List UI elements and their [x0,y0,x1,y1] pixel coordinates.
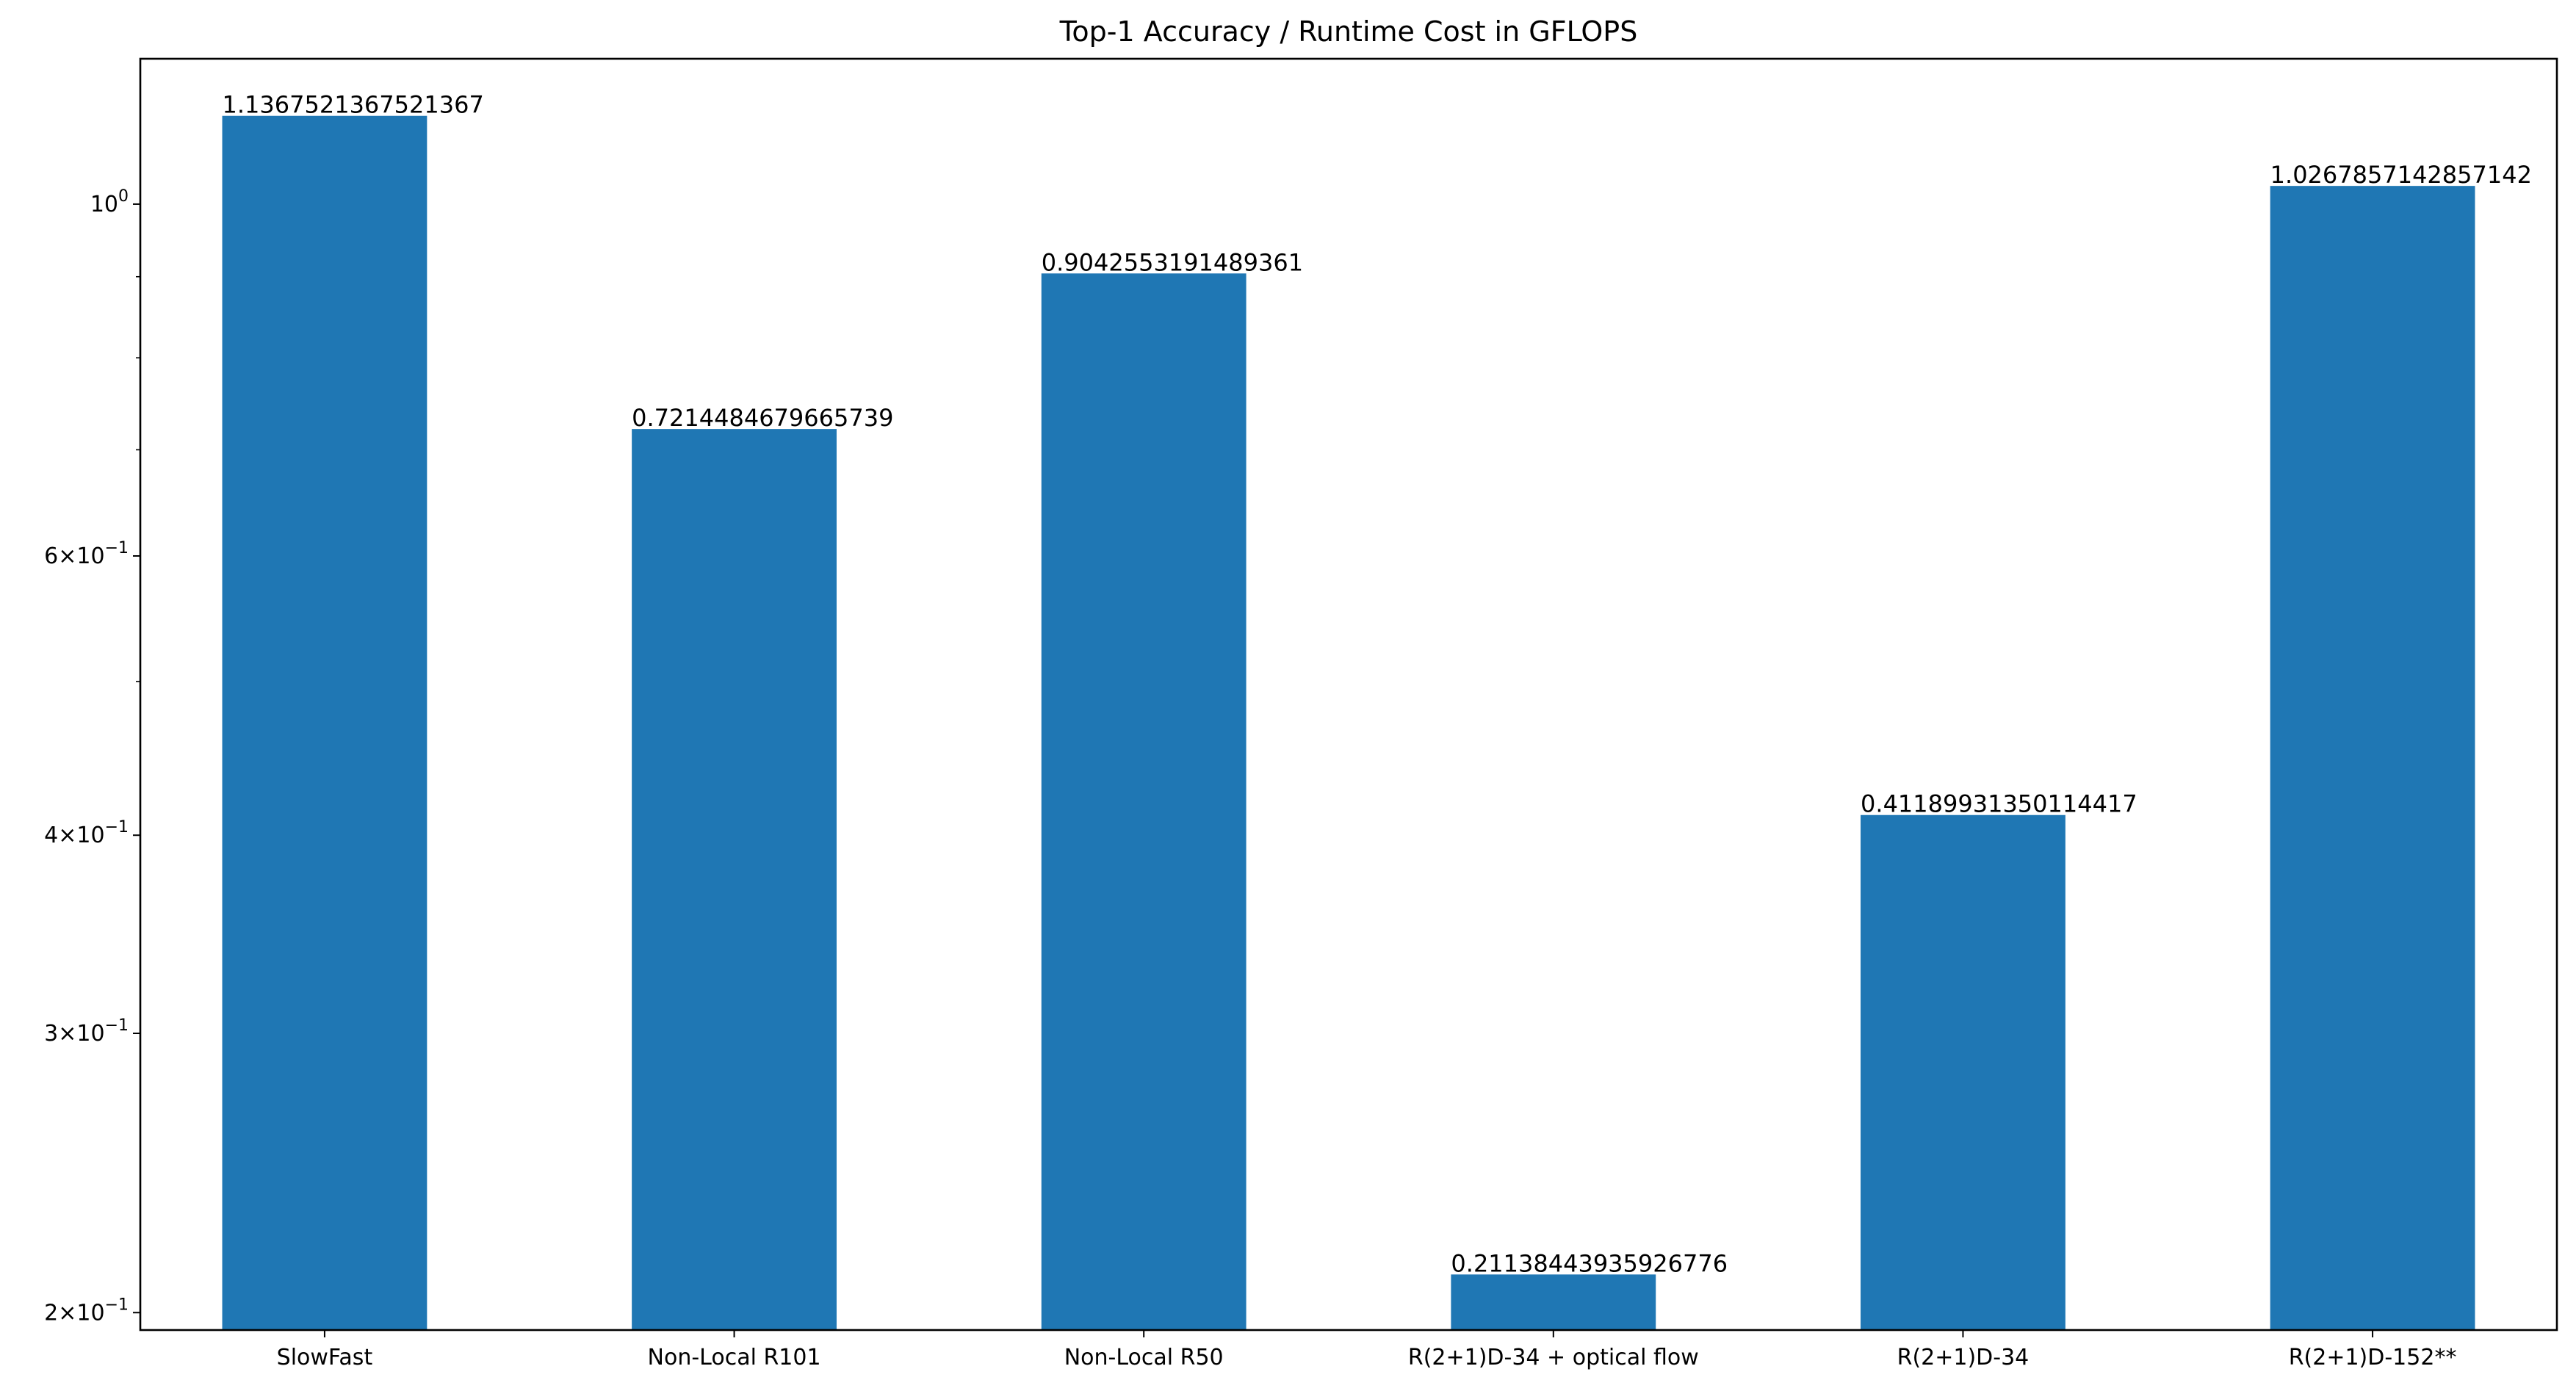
y-tick-label: 6×10−1 [44,539,129,569]
x-tick-label: Non-Local R50 [1064,1345,1224,1370]
bar [1451,1274,1656,1330]
y-axis: 100 6×10−1 4×10−1 3×10−1 2×10−1 [44,187,140,1326]
data-label: 1.0267857142857142 [2270,161,2532,189]
bar [2270,186,2475,1331]
chart-title: Top-1 Accuracy / Runtime Cost in GFLOPS [1059,15,1638,48]
data-label: 0.41189931350114417 [1861,790,2137,818]
bar [1861,814,2066,1330]
data-label: 0.21138443935926776 [1451,1249,1728,1277]
x-tick-label: SlowFast [277,1345,373,1370]
plot-frame [139,57,2558,1332]
bars-layer [222,115,2475,1331]
y-tick-label: 3×10−1 [44,1016,129,1047]
data-label: 0.9042553191489361 [1042,248,1303,276]
x-tick-label: R(2+1)D-34 + optical flow [1408,1345,1699,1370]
bar [222,115,427,1331]
x-axis: SlowFast Non-Local R101 Non-Local R50 R(2+1… [277,1330,2457,1370]
y-tick-label: 100 [90,187,129,217]
x-tick-label: R(2+1)D-152** [2289,1345,2457,1370]
data-label: 0.7214484679665739 [632,404,893,432]
data-label: 1.1367521367521367 [223,91,484,119]
x-tick-label: Non-Local R101 [648,1345,821,1370]
x-tick-label: R(2+1)D-34 [1897,1345,2030,1370]
y-tick-label: 2×10−1 [44,1296,129,1326]
data-labels-layer: 1.1367521367521367 0.7214484679665739 0.90… [223,91,2532,1278]
y-tick-label: 4×10−1 [44,818,129,848]
bar [1041,273,1246,1330]
bar [632,429,837,1330]
